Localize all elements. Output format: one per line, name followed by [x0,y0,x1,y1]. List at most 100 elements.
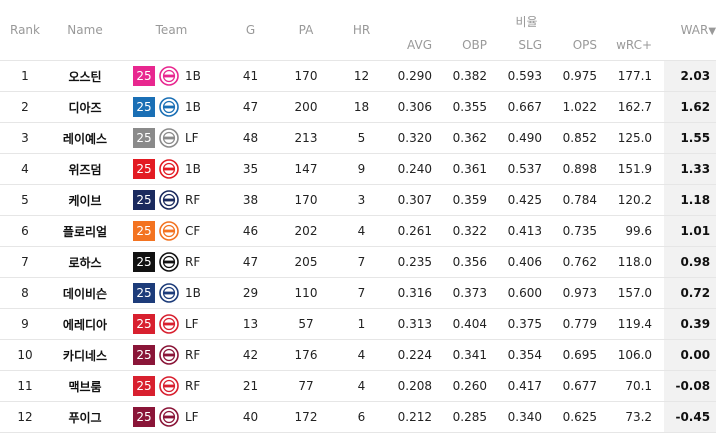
table-row[interactable]: 10 카디네스 25 RF 42 176 4 0.224 0.341 0.354… [0,339,716,371]
slg-cell: 0.667 [499,91,554,123]
table-row[interactable]: 9 에레디아 25 LF 13 57 1 0.313 0.404 0.375 0… [0,308,716,340]
position-label: LF [185,317,199,331]
wrc-cell: 162.7 [609,91,665,123]
uniform-number-badge: 25 [133,190,155,210]
position-label: RF [185,379,201,393]
lions-logo-icon [159,97,179,117]
table-row[interactable]: 8 데이비슨 25 1B 29 110 7 0.316 0.373 0.600 … [0,277,716,309]
player-name[interactable]: 오스틴 [50,60,120,92]
wrc-cell: 73.2 [609,401,665,433]
obp-cell: 0.361 [444,153,499,185]
obp-cell: 0.359 [444,184,499,216]
player-name[interactable]: 디아즈 [50,91,120,123]
team-cell: 25 RF [120,339,223,371]
wiz-logo-icon [159,252,179,272]
table-row[interactable]: 6 플로리얼 25 CF 46 202 4 0.261 0.322 0.413 … [0,215,716,247]
slg-cell: 0.340 [499,401,554,433]
table-row[interactable]: 12 푸이그 25 LF 40 172 6 0.212 0.285 0.340 … [0,401,716,433]
slg-cell: 0.354 [499,339,554,371]
player-name[interactable]: 로하스 [50,246,120,278]
slg-cell: 0.537 [499,153,554,185]
header-slg[interactable]: SLG [518,38,542,52]
table-row[interactable]: 11 맥브룸 25 RF 21 77 4 0.208 0.260 0.417 0… [0,370,716,402]
header-avg[interactable]: AVG [407,38,432,52]
team-cell: 25 1B [120,60,223,92]
player-name[interactable]: 케이브 [50,184,120,216]
hr-cell: 7 [334,246,389,278]
uniform-number-badge: 25 [133,66,155,86]
war-cell: 1.33 [664,153,716,185]
obp-cell: 0.362 [444,122,499,154]
header-war[interactable]: WAR▼ [664,0,716,61]
rank-cell: 12 [0,401,50,433]
heroes-logo-icon [159,345,179,365]
uniform-number-badge: 25 [133,97,155,117]
pa-cell: 205 [278,246,334,278]
obp-cell: 0.341 [444,339,499,371]
table-row[interactable]: 4 위즈덤 25 1B 35 147 9 0.240 0.361 0.537 0… [0,153,716,185]
team-cell: 25 CF [120,215,223,247]
hr-cell: 1 [334,308,389,340]
avg-cell: 0.313 [389,308,444,340]
uniform-number-badge: 25 [133,159,155,179]
uniform-number-badge: 25 [133,376,155,396]
header-g[interactable]: G [245,23,256,37]
header-name[interactable]: Name [67,23,103,37]
pa-cell: 213 [278,122,334,154]
rank-cell: 9 [0,308,50,340]
player-name[interactable]: 푸이그 [50,401,120,433]
player-name[interactable]: 레이예스 [50,122,120,154]
obp-cell: 0.285 [444,401,499,433]
player-name[interactable]: 위즈덤 [50,153,120,185]
header-wrc[interactable]: wRC+ [616,38,653,52]
rank-cell: 1 [0,60,50,92]
wrc-cell: 106.0 [609,339,665,371]
header-ops[interactable]: OPS [572,38,597,52]
obp-cell: 0.404 [444,308,499,340]
rank-cell: 4 [0,153,50,185]
games-cell: 47 [223,91,278,123]
player-name[interactable]: 카디네스 [50,339,120,371]
header-pa[interactable]: PA [298,23,314,37]
hr-cell: 7 [334,277,389,309]
avg-cell: 0.261 [389,215,444,247]
header-hr[interactable]: HR [352,23,371,37]
position-label: RF [185,255,201,269]
hr-cell: 6 [334,401,389,433]
wrc-cell: 151.9 [609,153,665,185]
player-name[interactable]: 데이비슨 [50,277,120,309]
obp-cell: 0.382 [444,60,499,92]
position-label: 1B [185,162,201,176]
ops-cell: 0.973 [554,277,609,309]
table-row[interactable]: 7 로하스 25 RF 47 205 7 0.235 0.356 0.406 0… [0,246,716,278]
player-name[interactable]: 맥브룸 [50,370,120,402]
hr-cell: 5 [334,122,389,154]
player-name[interactable]: 에레디아 [50,308,120,340]
pa-cell: 110 [278,277,334,309]
team-cell: 25 RF [120,184,223,216]
giants-logo-icon [159,128,179,148]
avg-cell: 0.240 [389,153,444,185]
wrc-cell: 120.2 [609,184,665,216]
avg-cell: 0.208 [389,370,444,402]
hr-cell: 18 [334,91,389,123]
pa-cell: 57 [278,308,334,340]
wrc-cell: 70.1 [609,370,665,402]
wrc-cell: 177.1 [609,60,665,92]
header-rank[interactable]: Rank [10,23,40,37]
rank-cell: 7 [0,246,50,278]
header-obp[interactable]: OBP [462,38,487,52]
war-cell: 1.18 [664,184,716,216]
ops-cell: 0.779 [554,308,609,340]
rank-cell: 3 [0,122,50,154]
ops-cell: 0.852 [554,122,609,154]
table-row[interactable]: 5 케이브 25 RF 38 170 3 0.307 0.359 0.425 0… [0,184,716,216]
header-team[interactable]: Team [155,23,188,37]
player-name[interactable]: 플로리얼 [50,215,120,247]
landers-logo-icon [159,376,179,396]
table-row[interactable]: 3 레이예스 25 LF 48 213 5 0.320 0.362 0.490 … [0,122,716,154]
table-row[interactable]: 1 오스틴 25 1B 41 170 12 0.290 0.382 0.593 … [0,60,716,92]
table-row[interactable]: 2 디아즈 25 1B 47 200 18 0.306 0.355 0.667 … [0,91,716,123]
